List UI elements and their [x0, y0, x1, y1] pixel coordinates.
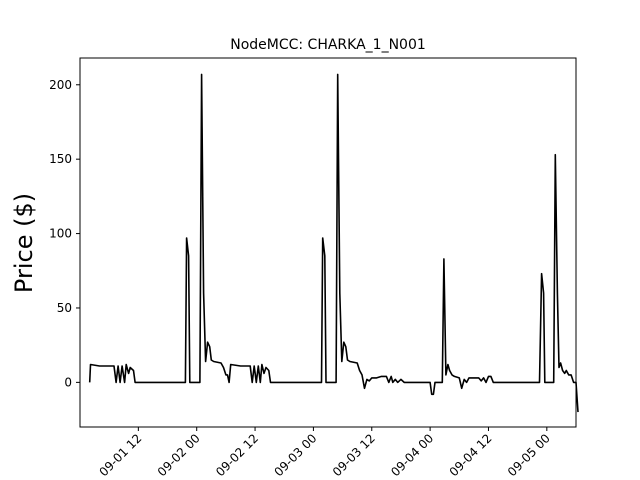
axes-frame	[79, 57, 577, 428]
y-axis-label: Price ($)	[10, 193, 38, 293]
x-tick-label: 09-04 12	[447, 431, 495, 479]
x-tick-label: 09-03 00	[271, 431, 319, 479]
y-axis: 0 50 100 150 200	[49, 78, 80, 389]
x-tick-label: 09-04 00	[388, 431, 436, 479]
y-tick-label: 0	[64, 375, 72, 389]
x-tick-label: 09-03 12	[330, 431, 378, 479]
y-tick-label: 100	[49, 227, 72, 241]
y-tick-label: 150	[49, 152, 72, 166]
x-tick-label: 09-05 00	[505, 431, 553, 479]
x-tick-label: 09-02 00	[155, 431, 203, 479]
x-tick-label: 09-02 12	[213, 431, 261, 479]
x-tick-label: 09-01 12	[96, 431, 144, 479]
plot-area	[88, 73, 579, 413]
x-axis: 09-01 12 09-02 00 09-02 12 09-03 00 09-03 12…	[96, 427, 553, 479]
y-tick-label: 50	[57, 301, 72, 315]
price-series-line	[88, 73, 579, 413]
y-tick-label: 200	[49, 78, 72, 92]
chart-title: NodeMCC: CHARKA_1_N001	[230, 37, 426, 53]
